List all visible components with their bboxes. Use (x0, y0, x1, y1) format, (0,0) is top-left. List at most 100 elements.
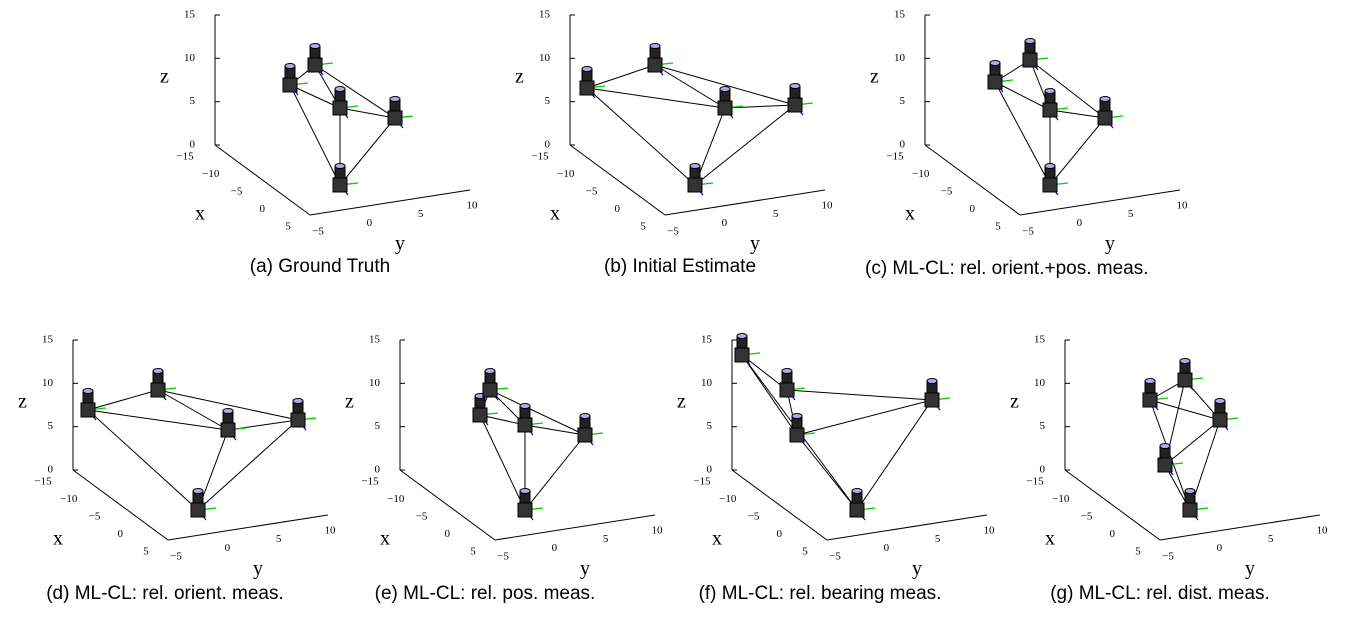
camera-aperture (1160, 444, 1170, 449)
camera-body (1158, 458, 1172, 472)
x-tick-label: 0 (615, 203, 621, 215)
x-tick-label: −15 (886, 151, 904, 163)
z-tick-label: 0 (707, 464, 713, 476)
z-tick-label: 0 (545, 139, 551, 151)
camera-aperture (720, 87, 730, 92)
z-tick-label: 0 (375, 464, 381, 476)
x-tick-label: −5 (586, 186, 598, 198)
x-tick-label: 5 (802, 546, 808, 558)
x-tick-label: −10 (557, 168, 575, 180)
x-axis-label: x (380, 528, 390, 550)
z-tick-label: 10 (894, 52, 906, 64)
x-tick-label: −15 (1026, 476, 1044, 488)
camera-aperture (582, 67, 592, 72)
x-tick-label: −5 (941, 186, 953, 198)
camera-aperture (990, 61, 1000, 66)
z-tick-label: 10 (701, 377, 713, 389)
y-tick-label: 10 (984, 525, 996, 537)
x-tick-label: −10 (912, 168, 930, 180)
camera-aperture (310, 44, 320, 49)
camera-body (1213, 413, 1227, 427)
z-axis-label: z (677, 391, 686, 413)
y-axis (665, 190, 825, 215)
y-axis-label: y (1245, 558, 1255, 580)
camera-body (333, 101, 347, 115)
y-tick-label: 5 (935, 533, 941, 545)
z-axis-label: z (160, 66, 169, 88)
z-tick-label: 5 (48, 420, 54, 432)
y-axis (495, 515, 655, 540)
z-tick-label: 15 (42, 334, 54, 346)
z-tick-label: 15 (701, 334, 713, 346)
edge (88, 390, 158, 410)
x-tick-label: 0 (445, 528, 451, 540)
x-tick-label: −5 (89, 511, 101, 523)
z-tick-label: 5 (375, 420, 381, 432)
camera-aperture (580, 414, 590, 419)
camera-aperture (193, 489, 203, 494)
camera-body (1023, 53, 1037, 67)
z-tick-label: 0 (1040, 464, 1046, 476)
z-axis-label: z (345, 391, 354, 413)
x-tick-label: 0 (1110, 528, 1116, 540)
camera-body (191, 503, 205, 517)
y-tick-label: 5 (1128, 208, 1134, 220)
y-tick-label: 10 (325, 525, 337, 537)
x-tick-label: −5 (748, 511, 760, 523)
x-tick-label: 0 (118, 528, 124, 540)
y-tick-label: 10 (1317, 525, 1329, 537)
z-tick-label: 10 (369, 377, 381, 389)
y-tick-label: −5 (497, 551, 509, 563)
edge (995, 82, 1050, 110)
y-tick-label: 0 (884, 542, 890, 554)
camera-body (988, 75, 1002, 89)
z-axis-label: z (870, 66, 879, 88)
y-tick-label: −5 (170, 551, 182, 563)
camera-body (518, 503, 532, 517)
caption: (f) ML-CL: rel. bearing meas. (699, 583, 942, 605)
y-tick-label: 10 (467, 200, 479, 212)
camera-aperture (285, 64, 295, 69)
z-tick-label: 15 (539, 9, 551, 21)
z-tick-label: 15 (184, 9, 196, 21)
x-axis-label: x (1045, 528, 1055, 550)
z-tick-label: 5 (900, 95, 906, 107)
camera-aperture (650, 44, 660, 49)
camera-body (333, 178, 347, 192)
camera-body (308, 58, 322, 72)
z-tick-label: 15 (1034, 334, 1046, 346)
camera-aperture (485, 369, 495, 374)
z-axis-label: z (515, 66, 524, 88)
camera-body (850, 503, 864, 517)
camera-body (788, 98, 802, 112)
x-axis-label: x (550, 203, 560, 225)
camera-body (1143, 393, 1157, 407)
y-tick-label: 5 (603, 533, 609, 545)
camera-body (483, 383, 497, 397)
camera-aperture (1025, 39, 1035, 44)
camera-aperture (690, 164, 700, 169)
camera-body (925, 393, 939, 407)
z-axis-label: z (1010, 391, 1019, 413)
x-axis-label: x (712, 528, 722, 550)
camera-body (518, 418, 532, 432)
camera-aperture (1180, 359, 1190, 364)
x-tick-label: 0 (777, 528, 783, 540)
x-axis-label: x (53, 528, 63, 550)
camera-aperture (83, 389, 93, 394)
camera-aperture (1045, 164, 1055, 169)
caption: (b) Initial Estimate (604, 256, 756, 278)
camera-body (735, 348, 749, 362)
camera-aperture (520, 489, 530, 494)
x-tick-label: −10 (60, 493, 78, 505)
edge (587, 88, 725, 108)
x-axis-label: x (195, 203, 205, 225)
edge (525, 435, 585, 510)
x-tick-label: −10 (719, 493, 737, 505)
x-tick-label: −10 (387, 493, 405, 505)
camera-aperture (1145, 379, 1155, 384)
x-tick-label: −5 (1081, 511, 1093, 523)
